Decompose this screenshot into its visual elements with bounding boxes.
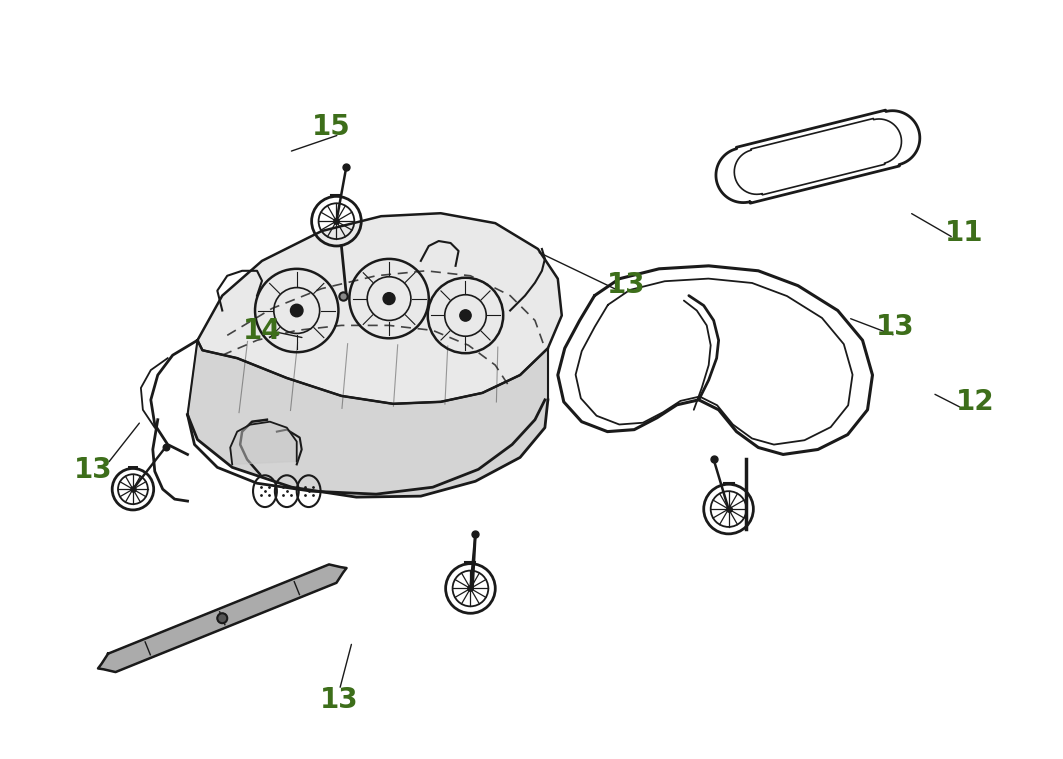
Polygon shape (231, 422, 297, 465)
Circle shape (290, 304, 303, 317)
Circle shape (217, 613, 227, 623)
Polygon shape (198, 213, 561, 404)
Text: 12: 12 (956, 388, 994, 416)
Circle shape (460, 310, 471, 321)
Polygon shape (98, 565, 347, 672)
Text: 13: 13 (74, 456, 113, 484)
Text: 13: 13 (876, 313, 915, 341)
Text: 14: 14 (243, 317, 282, 345)
Text: 13: 13 (320, 685, 359, 713)
Text: 13: 13 (607, 271, 646, 299)
Text: 11: 11 (945, 219, 983, 247)
Circle shape (383, 293, 395, 304)
Text: 15: 15 (311, 113, 351, 141)
Polygon shape (187, 340, 547, 497)
